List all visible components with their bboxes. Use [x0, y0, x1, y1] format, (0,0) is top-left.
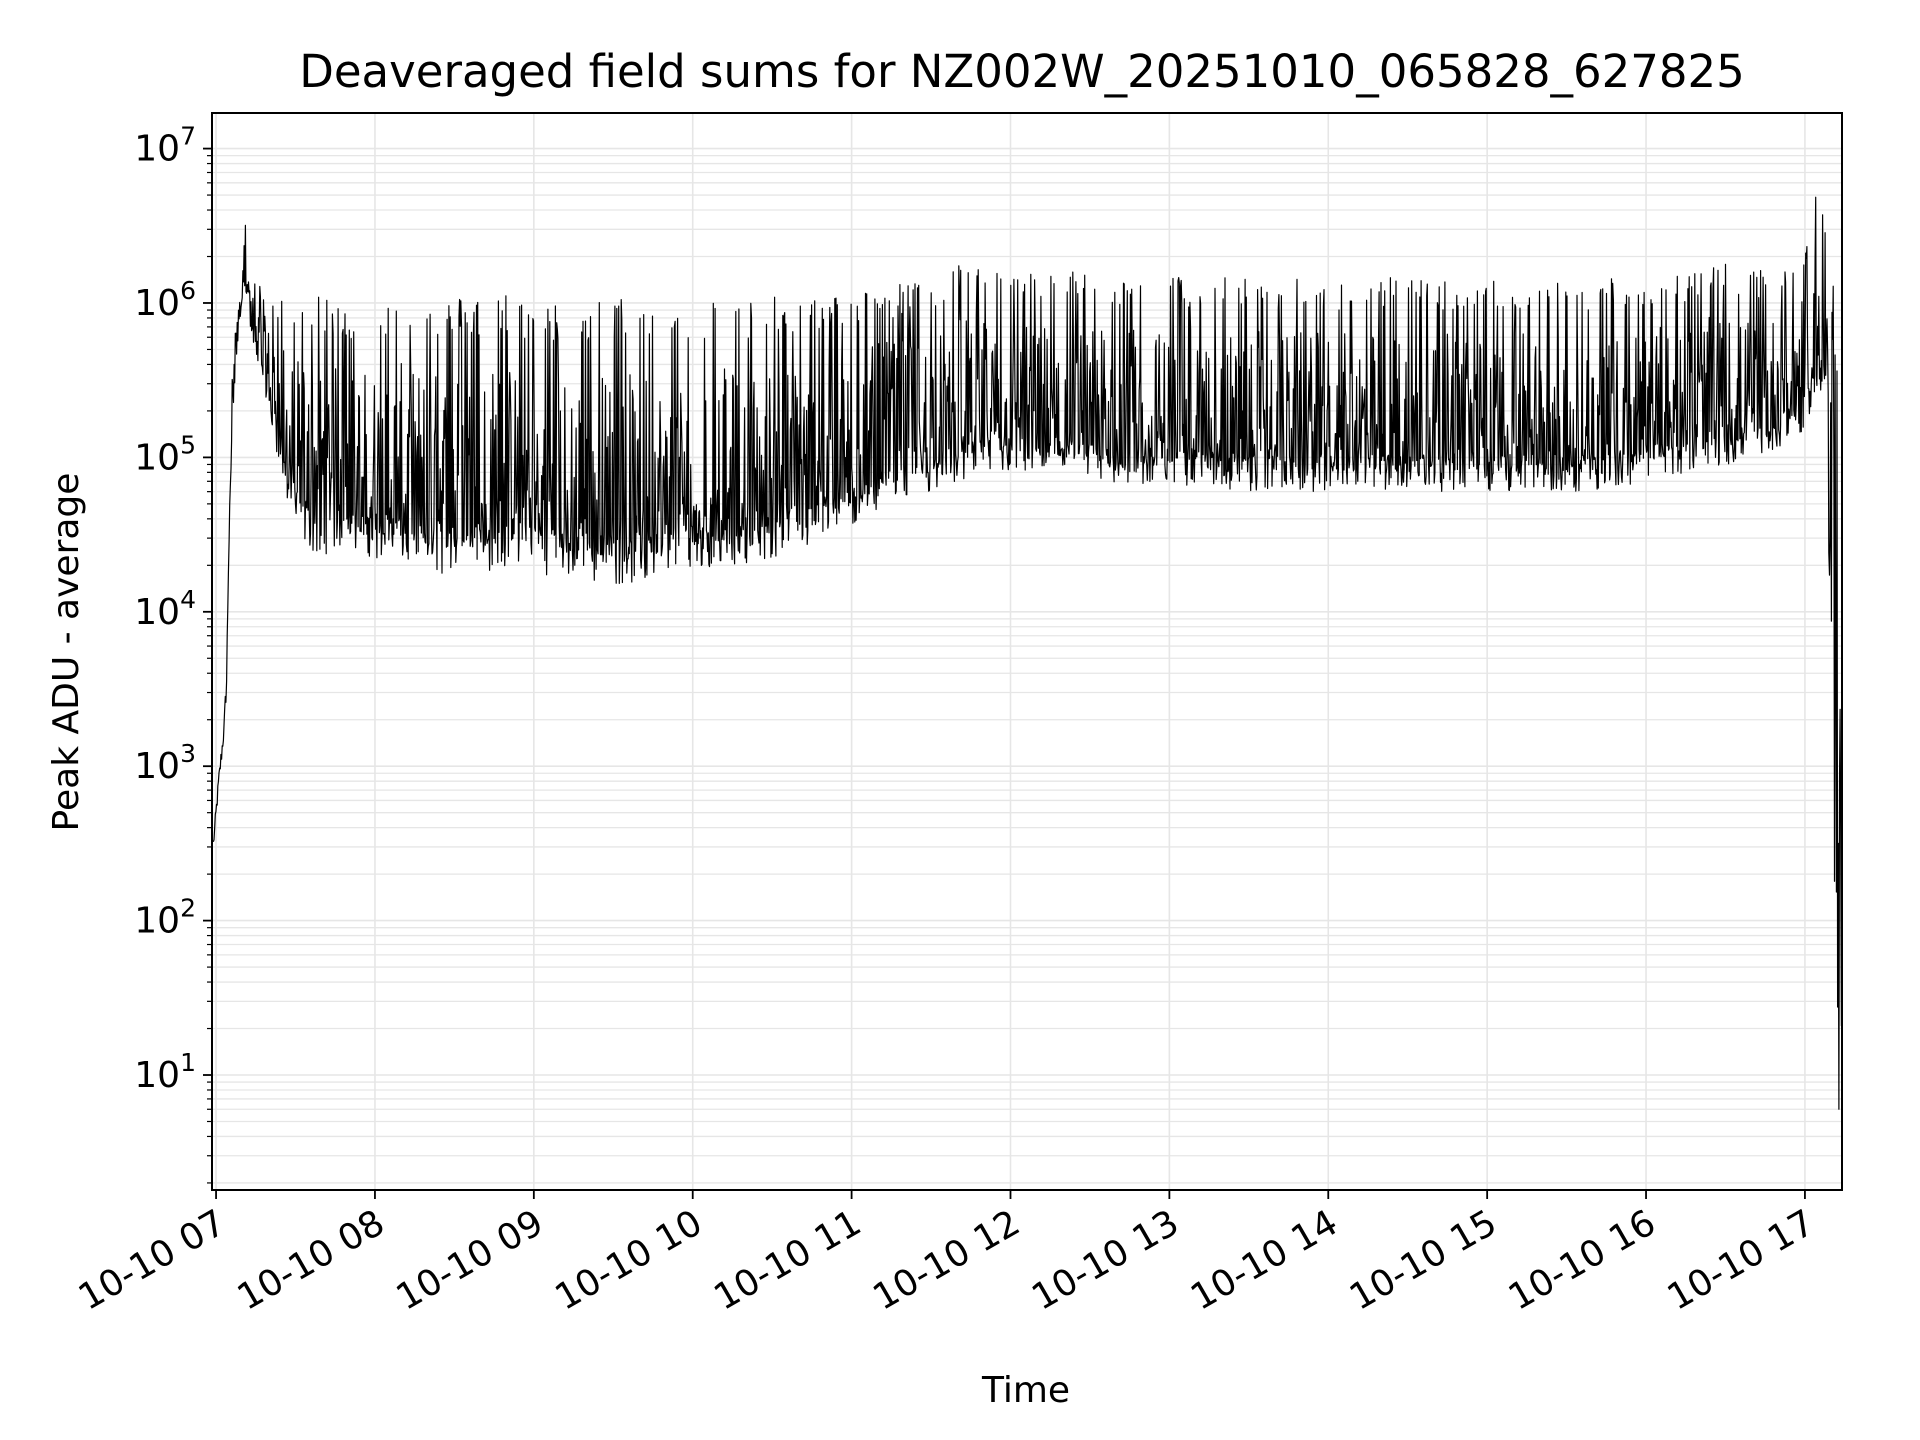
y-tick-label: 105 [134, 430, 196, 478]
y-axis-label: Peak ADU - average [46, 473, 87, 832]
y-tick-exponent: 4 [180, 585, 196, 614]
grid [212, 113, 1842, 1190]
chart-title: Deaveraged field sums for NZ002W_2025101… [299, 45, 1745, 98]
y-tick-label: 104 [134, 585, 196, 633]
series-line [212, 196, 1843, 1110]
y-tick-base: 10 [134, 1055, 180, 1096]
y-tick-base: 10 [134, 901, 180, 942]
y-tick-base: 10 [134, 129, 180, 170]
y-tick-base: 10 [134, 283, 180, 324]
y-tick-exponent: 3 [180, 739, 196, 768]
y-tick-exponent: 1 [180, 1048, 196, 1077]
y-tick-exponent: 2 [180, 894, 196, 923]
y-tick-label: 101 [134, 1048, 196, 1096]
y-tick-base: 10 [134, 592, 180, 633]
y-tick-label: 103 [134, 739, 196, 787]
y-tick-base: 10 [134, 746, 180, 787]
y-tick-label: 106 [134, 276, 196, 324]
y-tick-exponent: 5 [180, 430, 196, 459]
plot-frame [211, 112, 1843, 1191]
y-tick-label: 107 [134, 122, 196, 170]
y-tick-base: 10 [134, 437, 180, 478]
x-axis-label: Time [981, 1370, 1070, 1411]
y-tick-exponent: 6 [180, 276, 196, 305]
y-tick-label: 102 [134, 894, 196, 942]
y-tick-exponent: 7 [180, 122, 196, 151]
